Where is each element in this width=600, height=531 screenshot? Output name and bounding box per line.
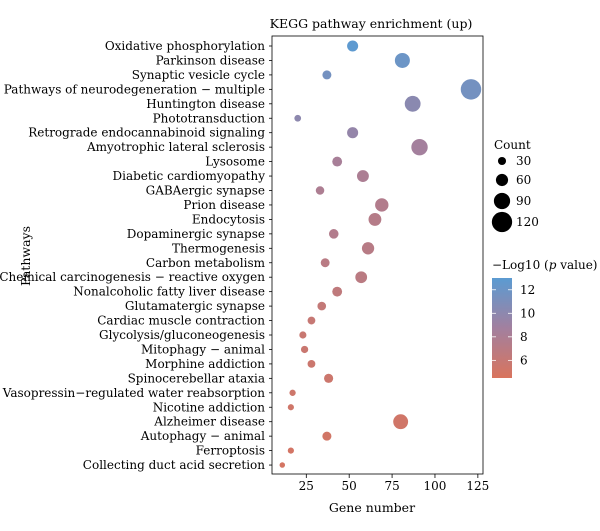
size-legend-dot xyxy=(491,211,513,233)
color-tick-label: 8 xyxy=(520,330,528,344)
data-point xyxy=(322,431,332,441)
pathway-label: Chemical carcinogenesis − reactive oxyge… xyxy=(0,270,265,284)
pathway-label: Huntington disease xyxy=(146,97,265,111)
x-tick-label: 50 xyxy=(342,479,357,493)
size-legend-title: Count xyxy=(494,138,531,152)
data-point xyxy=(320,258,330,268)
pathway-label: Phototransduction xyxy=(153,111,266,125)
pathway-label: Spinocerebellar ataxia xyxy=(128,371,265,385)
pathway-label: Ferroptosis xyxy=(196,444,265,458)
x-tick-label: 100 xyxy=(424,479,447,493)
size-legend-label: 90 xyxy=(516,194,531,208)
x-tick-label: 25 xyxy=(299,479,314,493)
pathway-label: Autophagy − animal xyxy=(140,429,265,443)
plot-panel xyxy=(271,35,484,475)
pathway-label: Oxidative phosphorylation xyxy=(105,39,265,53)
pathway-label: Morphine addiction xyxy=(145,357,265,371)
pathway-label: Dopaminergic synapse xyxy=(127,227,265,241)
data-point xyxy=(328,229,339,239)
size-legend-label: 120 xyxy=(516,215,539,229)
data-point xyxy=(287,447,294,454)
color-legend: −Log10 (p value) 12 10 8 6 xyxy=(492,258,598,378)
data-point xyxy=(287,404,294,411)
data-point xyxy=(322,70,332,80)
pathway-label: Thermogenesis xyxy=(172,241,265,255)
chart-title: KEGG pathway enrichment (up) xyxy=(270,16,473,31)
data-point xyxy=(299,331,307,339)
pathway-label: Nonalcoholic fatty liver disease xyxy=(73,285,265,299)
pathway-label: Alzheimer disease xyxy=(153,415,265,429)
data-point xyxy=(404,95,421,112)
size-legend-dot xyxy=(497,156,507,166)
data-point xyxy=(394,52,410,68)
color-bar xyxy=(492,278,512,378)
pathway-label: Synaptic vesicle cycle xyxy=(132,68,265,82)
data-point xyxy=(300,345,309,354)
color-tick-label: 6 xyxy=(520,353,528,367)
pathway-label: GABAergic synapse xyxy=(146,184,265,198)
data-point xyxy=(324,373,334,383)
data-point xyxy=(356,170,369,182)
data-point xyxy=(332,286,343,297)
data-point xyxy=(368,212,382,226)
pathway-label: Endocytosis xyxy=(192,212,265,226)
size-legend-dot xyxy=(495,173,509,187)
data-point xyxy=(375,198,389,212)
data-point xyxy=(411,138,428,156)
pathway-label: Cardiac muscle contraction xyxy=(97,314,265,328)
pathway-label: Amyotrophic lateral sclerosis xyxy=(86,140,265,154)
size-legend: Count 30 60 90 120 xyxy=(491,138,539,233)
x-axis: 25 50 75 100 125 xyxy=(299,474,489,493)
pathway-label: Parkinson disease xyxy=(156,53,265,67)
data-point xyxy=(361,242,375,255)
y-tick-marks xyxy=(269,45,272,466)
pathway-label: Diabetic cardiomyopathy xyxy=(113,169,266,183)
data-point xyxy=(355,271,368,284)
pathway-label: Vasopressin−regulated water reabsorption xyxy=(2,386,265,400)
data-point xyxy=(279,462,286,468)
x-tick-label: 75 xyxy=(384,479,399,493)
pathway-label: Carbon metabolism xyxy=(146,256,266,270)
color-tick-label: 10 xyxy=(520,306,535,320)
x-tick-label: 125 xyxy=(466,479,489,493)
data-point xyxy=(347,40,359,52)
pathway-label: Prion disease xyxy=(183,198,265,212)
data-point xyxy=(393,414,409,430)
pathway-label: Glycolysis/gluconeogenesis xyxy=(99,328,265,342)
size-legend-label: 60 xyxy=(516,173,531,187)
data-point xyxy=(460,79,482,100)
data-point xyxy=(332,156,343,167)
data-points xyxy=(279,40,482,468)
pathway-label: Retrograde endocannabinoid signaling xyxy=(28,126,265,140)
data-point xyxy=(317,301,327,311)
pathway-label: Glutamatergic synapse xyxy=(125,299,265,313)
pathway-label: Nicotine addiction xyxy=(153,400,266,414)
data-point xyxy=(294,114,302,122)
size-legend-dot xyxy=(493,192,511,210)
pathway-label: Pathways of neurodegeneration − multiple xyxy=(4,82,265,96)
size-legend-label: 30 xyxy=(516,154,531,168)
data-point xyxy=(347,127,359,139)
data-point xyxy=(307,359,316,368)
y-axis-label: Pathways xyxy=(18,226,33,286)
color-tick-label: 12 xyxy=(520,283,535,297)
pathway-label: Collecting duct acid secretion xyxy=(83,458,265,472)
data-point xyxy=(307,316,316,325)
data-point xyxy=(289,389,296,396)
data-point xyxy=(315,186,325,195)
pathway-label: Mitophagy − animal xyxy=(141,342,265,356)
x-axis-label: Gene number xyxy=(329,500,415,515)
color-legend-title: −Log10 (p value) xyxy=(492,258,598,272)
pathway-label: Lysosome xyxy=(205,155,265,169)
